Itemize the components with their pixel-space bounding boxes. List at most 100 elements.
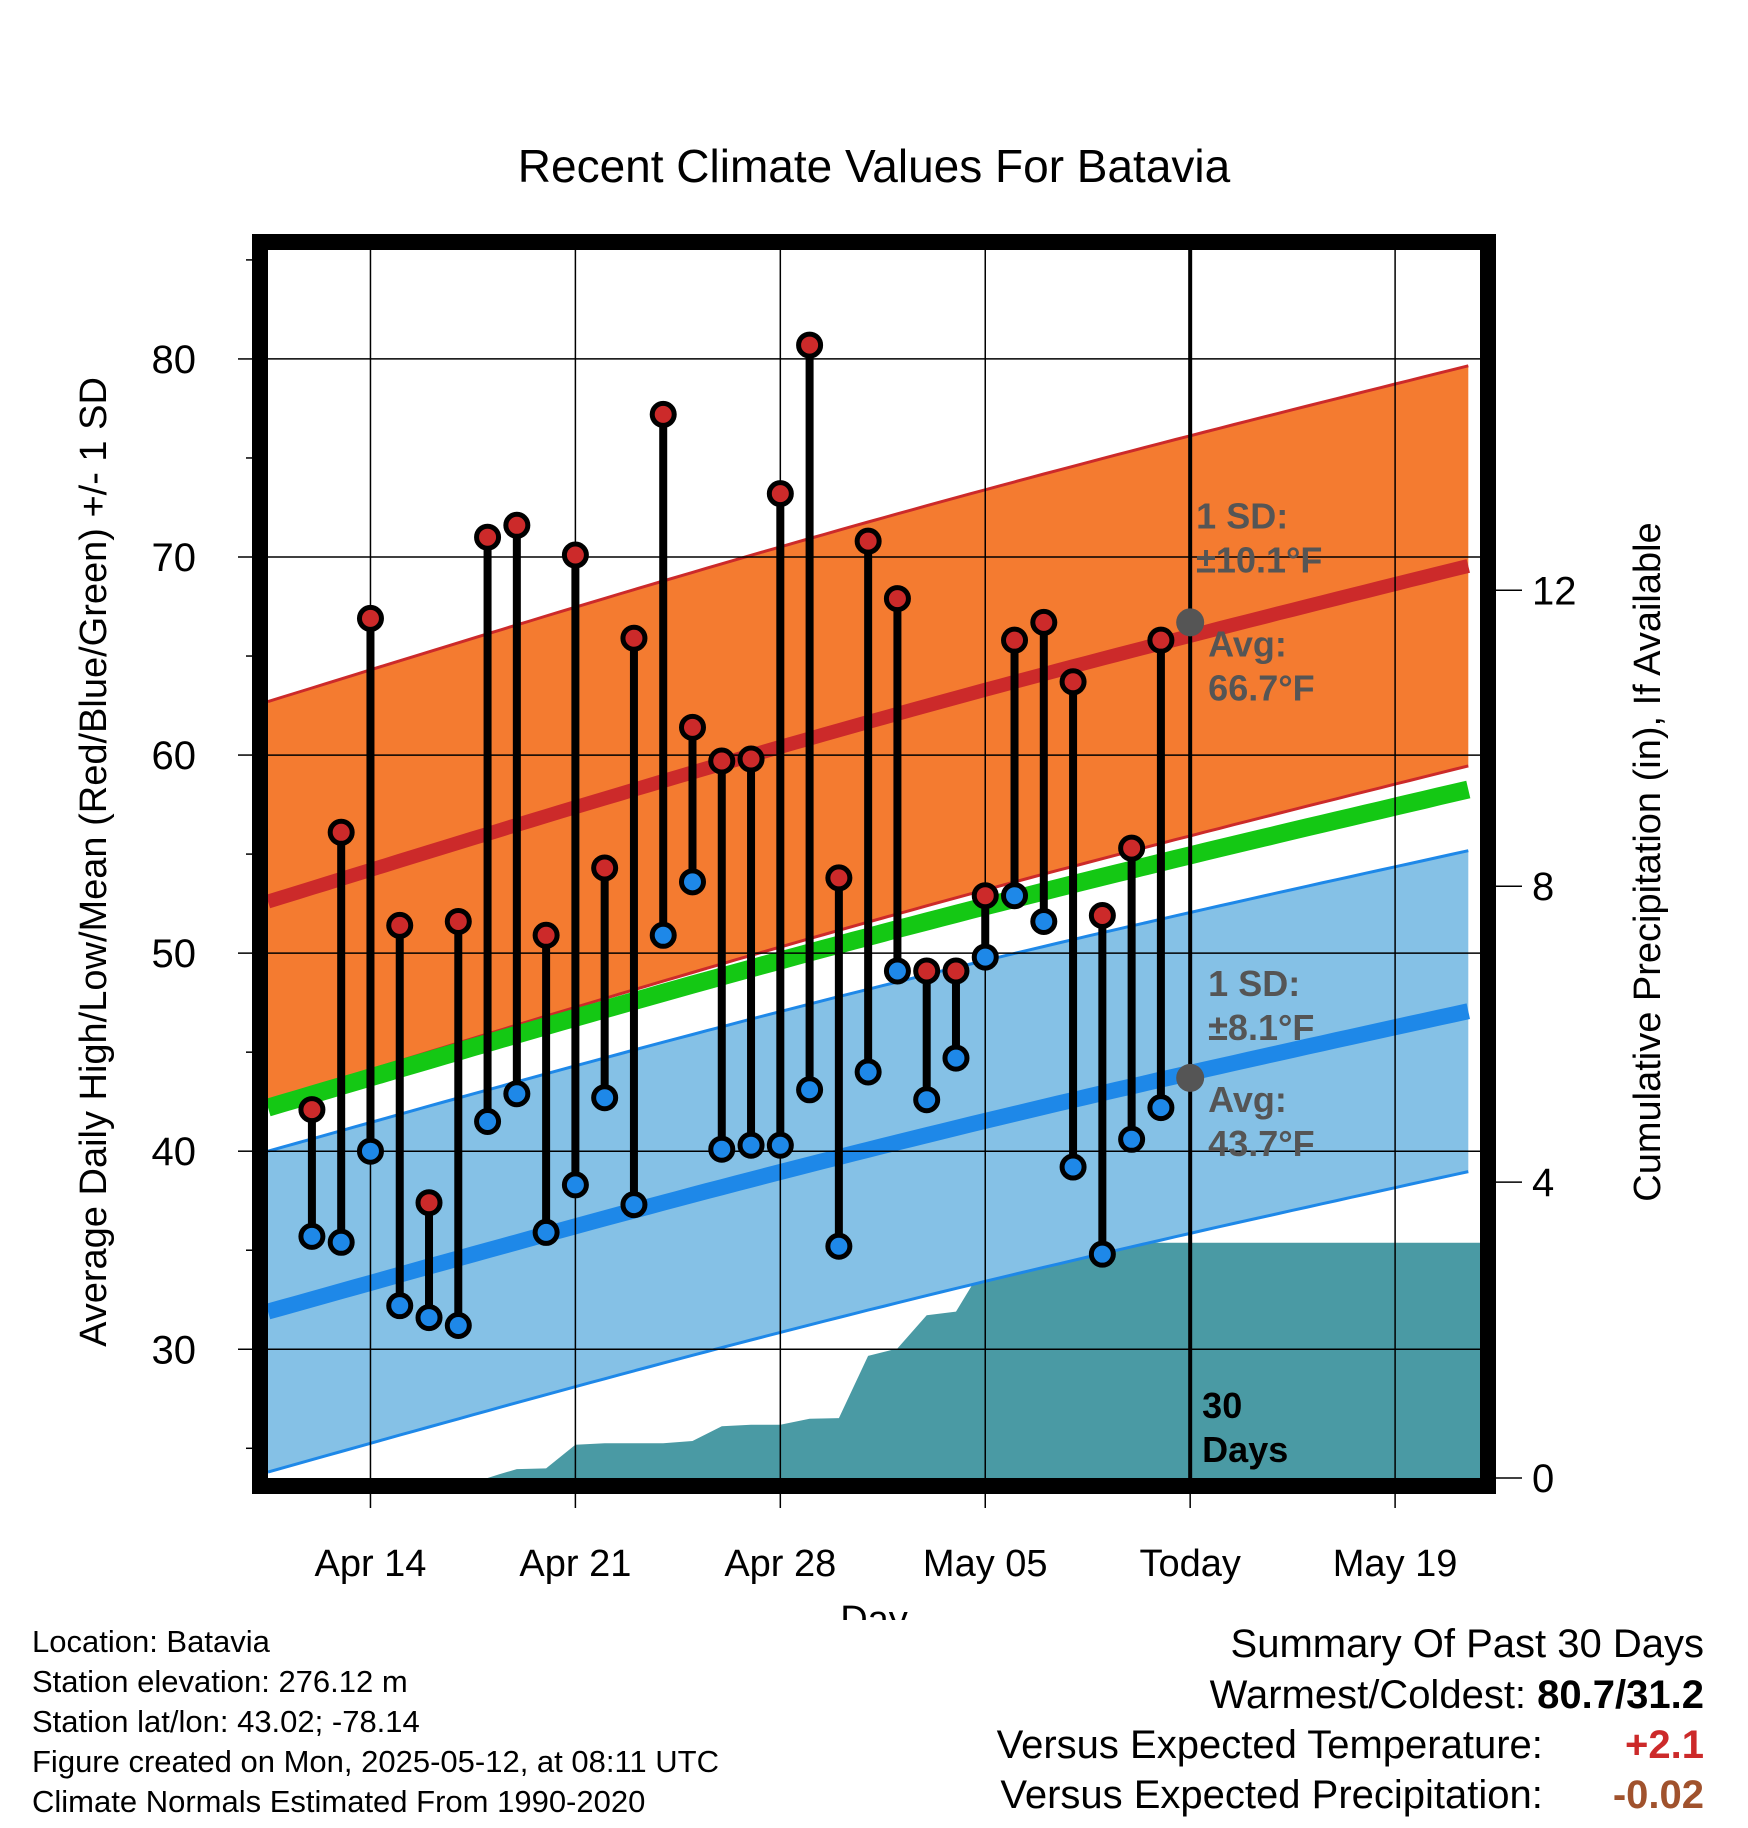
plot-frame — [252, 234, 1496, 1494]
y-tick-label: 40 — [152, 1130, 197, 1174]
created-text: Figure created on Mon, 2025-05-12, at 08… — [32, 1744, 719, 1779]
obs-low-point — [444, 1311, 472, 1339]
obs-high-point — [620, 624, 648, 652]
location-text: Location: Batavia — [32, 1624, 270, 1659]
warmest-coldest-row: Warmest/Coldest: 80.7/31.2 — [997, 1670, 1704, 1720]
window-annotation: Days — [1202, 1429, 1288, 1470]
today-low-avg-point — [1176, 1063, 1205, 1092]
warmest-coldest-label: Warmest/Coldest: — [1209, 1673, 1527, 1717]
low-sd-annotation: 1 SD: — [1208, 963, 1300, 1004]
obs-low-point — [386, 1292, 414, 1320]
obs-high-point — [883, 585, 911, 613]
obs-high-point — [386, 911, 414, 939]
plot-area — [268, 250, 1480, 1478]
obs-high-point — [561, 541, 589, 569]
elevation-text: Station elevation: 276.12 m — [32, 1664, 408, 1699]
obs-low-point — [942, 1044, 970, 1072]
obs-low-point — [678, 868, 706, 896]
obs-high-point — [444, 907, 472, 935]
obs-low-point — [1118, 1125, 1146, 1153]
low-sd-lower-line — [268, 1170, 1469, 1474]
low-sd-band — [268, 850, 1469, 1473]
low-avg-annotation: 43.7°F — [1208, 1123, 1314, 1164]
obs-low-point — [415, 1304, 443, 1332]
obs-high-point — [942, 957, 970, 985]
x-tick-label: May 05 — [923, 1543, 1048, 1585]
obs-high-point — [766, 480, 794, 508]
obs-high-point — [1001, 626, 1029, 654]
y-tick-label: 80 — [152, 338, 197, 382]
obs-high-point — [1030, 608, 1058, 636]
obs-high-point — [415, 1189, 443, 1217]
high-sd-annotation: ±10.1°F — [1196, 539, 1322, 580]
y-tick-label: 50 — [152, 932, 197, 976]
obs-high-point — [796, 331, 824, 359]
obs-high-point — [1147, 626, 1175, 654]
high-avg-annotation: 66.7°F — [1208, 667, 1314, 708]
obs-high-point — [913, 957, 941, 985]
obs-high-point — [678, 713, 706, 741]
obs-low-point — [1030, 907, 1058, 935]
high-sd-annotation: 1 SD: — [1196, 495, 1288, 536]
latlon-text: Station lat/lon: 43.02; -78.14 — [32, 1704, 420, 1739]
obs-low-point — [1001, 882, 1029, 910]
obs-high-point — [298, 1096, 326, 1124]
obs-low-point — [825, 1232, 853, 1260]
y-tick-label: 60 — [152, 734, 197, 778]
summary-panel: Summary Of Past 30 Days Warmest/Coldest:… — [997, 1618, 1704, 1820]
high-avg-annotation: Avg: — [1208, 623, 1287, 664]
obs-high-point — [971, 882, 999, 910]
obs-high-point — [474, 523, 502, 551]
obs-low-point — [766, 1131, 794, 1159]
obs-low-point — [1147, 1094, 1175, 1122]
normals-text: Climate Normals Estimated From 1990-2020 — [32, 1784, 646, 1819]
precip-departure-value: -0.02 — [1612, 1773, 1704, 1817]
normal-low-line — [268, 1003, 1471, 1320]
y-axis-label: Average Daily High/Low/Mean (Red/Blue/Gr… — [73, 377, 115, 1347]
x-tick-label: May 19 — [1333, 1543, 1458, 1585]
y2-axis-label: Cumulative Precipitation (in), If Availa… — [1627, 522, 1669, 1201]
obs-high-point — [737, 745, 765, 773]
obs-low-point — [503, 1080, 531, 1108]
summary-title: Summary Of Past 30 Days — [1230, 1622, 1704, 1666]
x-tick-label: Apr 14 — [314, 1543, 426, 1585]
today-high-avg-point — [1176, 608, 1205, 637]
obs-high-point — [356, 604, 384, 632]
obs-low-point — [298, 1222, 326, 1250]
temp-departure-row: Versus Expected Temperature: +2.1 — [997, 1720, 1704, 1770]
precip-departure-label: Versus Expected Precipitation: — [1000, 1773, 1543, 1817]
precip-area — [487, 1242, 1480, 1478]
obs-low-point — [356, 1137, 384, 1165]
obs-high-point — [327, 818, 355, 846]
obs-high-point — [532, 921, 560, 949]
temp-departure-label: Versus Expected Temperature: — [996, 1723, 1543, 1767]
obs-low-point — [474, 1107, 502, 1135]
obs-low-point — [854, 1058, 882, 1086]
window-annotation: 30 — [1202, 1385, 1242, 1426]
obs-high-point — [591, 854, 619, 882]
obs-low-point — [532, 1218, 560, 1246]
obs-high-point — [708, 747, 736, 775]
obs-low-point — [561, 1171, 589, 1199]
obs-low-point — [971, 943, 999, 971]
low-avg-annotation: Avg: — [1208, 1079, 1287, 1120]
obs-low-point — [1088, 1240, 1116, 1268]
obs-high-point — [649, 400, 677, 428]
y2-tick-label: 8 — [1532, 865, 1554, 909]
obs-low-point — [913, 1086, 941, 1114]
y2-tick-label: 4 — [1532, 1161, 1554, 1205]
obs-low-point — [708, 1135, 736, 1163]
obs-low-point — [737, 1131, 765, 1159]
y-tick-label: 30 — [152, 1328, 197, 1372]
obs-low-point — [796, 1076, 824, 1104]
station-info: Location: Batavia Station elevation: 276… — [32, 1622, 719, 1822]
obs-high-point — [1059, 668, 1087, 696]
precip-departure-row: Versus Expected Precipitation: -0.02 — [997, 1770, 1704, 1820]
low-sd-annotation: ±8.1°F — [1208, 1007, 1314, 1048]
obs-low-point — [327, 1228, 355, 1256]
temp-departure-value: +2.1 — [1625, 1723, 1704, 1767]
x-axis-label: Day — [840, 1599, 908, 1620]
obs-high-point — [1088, 901, 1116, 929]
obs-low-point — [649, 921, 677, 949]
chart-title: Recent Climate Values For Batavia — [518, 140, 1231, 192]
